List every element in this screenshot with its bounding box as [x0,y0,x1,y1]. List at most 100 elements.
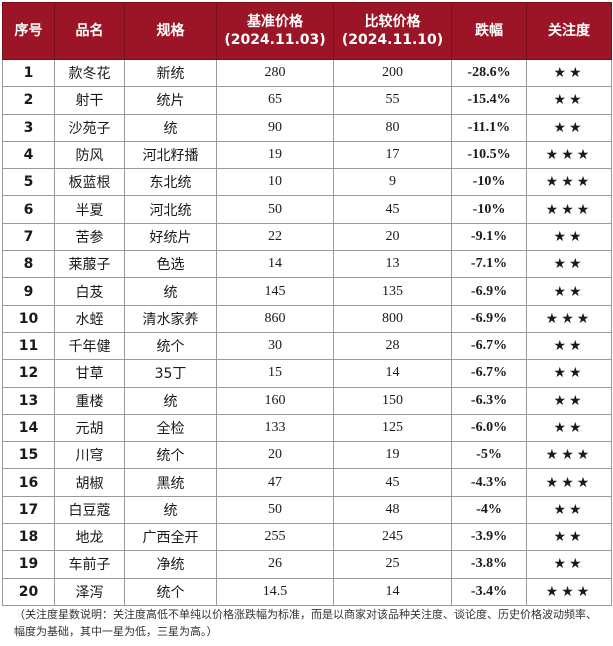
price-change: -10% [451,195,527,224]
price-change: -15.4% [451,86,527,115]
row-number: 8 [2,250,55,279]
herb-spec: 净统 [124,550,217,579]
attention-stars: ★★★ [526,168,612,197]
header-spec: 规格 [124,2,217,60]
attention-stars: ★★ [526,331,612,361]
price-change: -3.4% [451,577,527,606]
compare-price: 14 [333,359,452,388]
herb-spec: 河北统 [124,195,217,224]
table-row: 1 款冬花 新统 280 200 -28.6% ★★ [2,58,612,88]
attention-stars: ★★ [526,222,612,252]
base-price: 14.5 [216,577,334,606]
compare-price: 150 [333,386,452,415]
compare-price: 200 [333,58,452,88]
attention-note: （关注度星数说明：关注度高低不单纯以价格涨跌幅为标准，而是以商家对该品种关注度、… [14,608,597,638]
compare-price: 13 [333,250,452,279]
table-row: 8 莱菔子 色选 14 13 -7.1% ★★ [2,250,612,279]
herb-name: 重楼 [54,386,125,415]
price-change: -7.1% [451,250,527,279]
base-price: 50 [216,195,334,224]
price-change: -6.9% [451,277,527,306]
base-price: 860 [216,304,334,333]
herb-name: 元胡 [54,413,125,443]
header-attention: 关注度 [526,2,612,60]
row-number: 19 [2,550,55,579]
herb-name: 款冬花 [54,58,125,88]
attention-stars: ★★★ [526,468,612,497]
attention-stars: ★★ [526,495,612,525]
table-row: 12 甘草 35丁 15 14 -6.7% ★★ [2,359,612,388]
table-row: 18 地龙 广西全开 255 245 -3.9% ★★ [2,523,612,552]
herb-name: 泽泻 [54,577,125,606]
attention-stars: ★★ [526,386,612,415]
row-number: 17 [2,495,55,525]
price-change: -28.6% [451,58,527,88]
herb-spec: 统个 [124,331,217,361]
herb-name: 板蓝根 [54,168,125,197]
attention-stars: ★★ [526,86,612,115]
table-row: 5 板蓝根 东北统 10 9 -10% ★★★ [2,168,612,197]
base-price: 10 [216,168,334,197]
herb-name: 莱菔子 [54,250,125,279]
compare-price: 14 [333,577,452,606]
header-name: 品名 [54,2,125,60]
price-change: -9.1% [451,222,527,252]
attention-stars: ★★★ [526,304,612,333]
header-base-price: 基准价格 (2024.11.03) [216,2,334,60]
compare-price: 20 [333,222,452,252]
attention-stars: ★★ [526,550,612,579]
table-row: 20 泽泻 统个 14.5 14 -3.4% ★★★ [2,577,612,606]
price-change: -6.9% [451,304,527,333]
herb-name: 地龙 [54,523,125,552]
base-price: 65 [216,86,334,115]
row-number: 11 [2,331,55,361]
herb-spec: 统片 [124,86,217,115]
compare-price: 25 [333,550,452,579]
herb-spec: 全检 [124,413,217,443]
herb-name: 白豆蔻 [54,495,125,525]
header-no: 序号 [2,2,55,60]
header-compare-price: 比较价格 (2024.11.10) [333,2,452,60]
table-row: 17 白豆蔻统 50 48 -4% ★★ [2,495,612,525]
herb-spec: 河北籽播 [124,140,217,170]
base-price: 15 [216,359,334,388]
table-row: 10 水蛭 清水家养 860 800 -6.9% ★★★ [2,304,612,333]
row-number: 2 [2,86,55,115]
row-number: 6 [2,195,55,224]
herb-name: 射干 [54,86,125,115]
row-number: 5 [2,168,55,197]
base-price: 30 [216,331,334,361]
compare-price: 80 [333,113,452,142]
compare-price: 17 [333,140,452,170]
table-row: 4 防风 河北籽播 19 17 -10.5% ★★★ [2,140,612,170]
header-row: 序号 品名 规格 基准价格 (2024.11.03) 比较价格 (2024.11… [2,2,612,60]
table-row: 6 半夏 河北统 50 45 -10% ★★★ [2,195,612,224]
header-base-price-label: 基准价格 [247,14,303,30]
base-price: 145 [216,277,334,306]
table-row: 13 重楼统 160 150 -6.3% ★★ [2,386,612,415]
herb-spec: 新统 [124,58,217,88]
price-change: -10.5% [451,140,527,170]
herb-name: 防风 [54,140,125,170]
herb-spec: 35丁 [124,359,217,388]
herb-spec: 统 [124,386,217,415]
header-change: 跌幅 [451,2,527,60]
attention-stars: ★★ [526,58,612,88]
base-price: 47 [216,468,334,497]
row-number: 18 [2,523,55,552]
herb-name: 车前子 [54,550,125,579]
herb-spec: 统个 [124,577,217,606]
herb-spec: 色选 [124,250,217,279]
compare-price: 135 [333,277,452,306]
herb-name: 苦参 [54,222,125,252]
base-price: 50 [216,495,334,525]
price-change: -3.8% [451,550,527,579]
compare-price: 9 [333,168,452,197]
base-price: 280 [216,58,334,88]
compare-price: 45 [333,468,452,497]
price-change: -6.3% [451,386,527,415]
base-price: 255 [216,523,334,552]
row-number: 13 [2,386,55,415]
attention-stars: ★★★ [526,441,612,470]
table-row: 2 射干 统片 65 55 -15.4% ★★ [2,86,612,115]
